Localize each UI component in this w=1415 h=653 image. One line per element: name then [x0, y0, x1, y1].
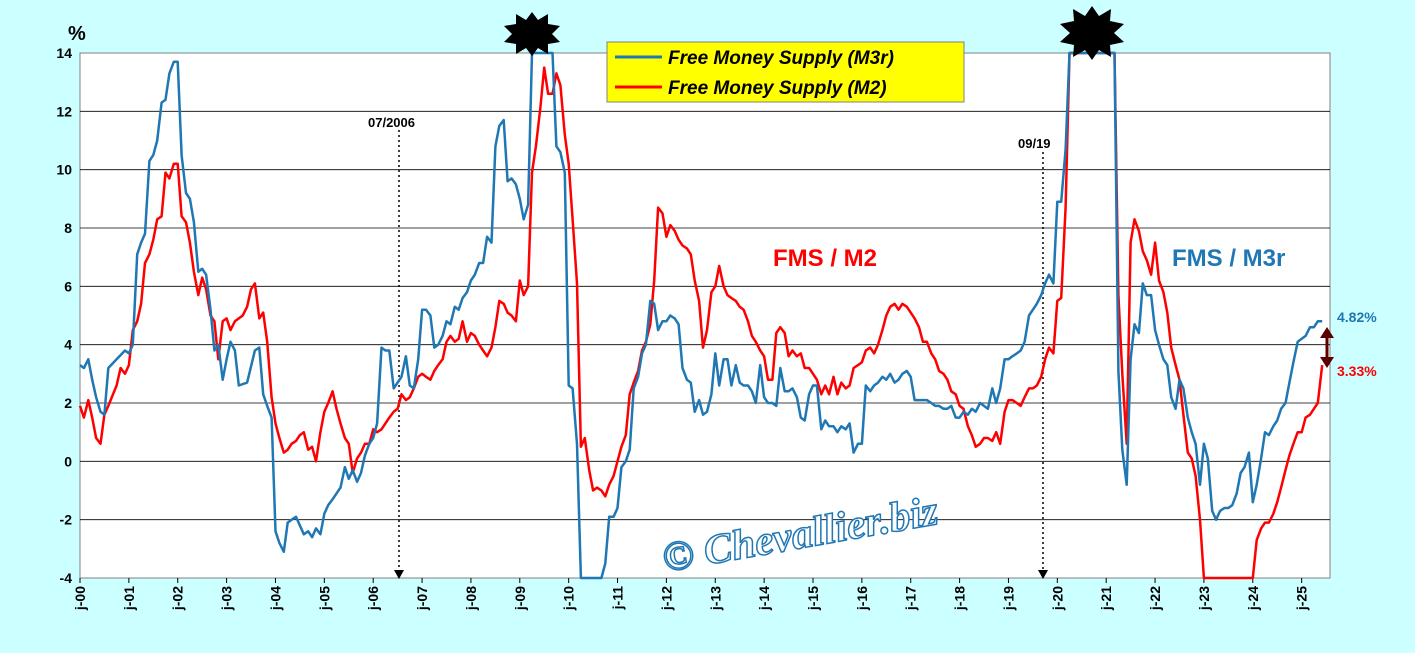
x-tick-label: j-09: [512, 586, 528, 611]
x-tick-label: j-19: [1000, 586, 1016, 611]
legend-label-m3r: Free Money Supply (M3r): [668, 48, 894, 69]
marker-2006-label: 07/2006: [368, 115, 415, 130]
series-label-m2: FMS / M2: [773, 245, 877, 272]
y-tick-label: 14: [56, 45, 72, 61]
explosion-2009-icon: [504, 12, 560, 56]
gap-arrow-down: [1320, 357, 1334, 368]
x-tick-label: j-21: [1098, 586, 1114, 611]
x-tick-label: j-05: [316, 586, 332, 611]
series-line-m3r: [79, 51, 1323, 580]
marker-2019-label: 09/19: [1018, 136, 1051, 151]
legend: Free Money Supply (M3r) Free Money Suppl…: [606, 41, 965, 103]
y-tick-label: -4: [60, 570, 73, 586]
x-tick-label: j-25: [1294, 586, 1310, 611]
x-tick-label: j-20: [1049, 586, 1065, 611]
x-tick-label: j-17: [903, 586, 919, 611]
x-tick-label: j-14: [756, 586, 772, 611]
y-tick-label: 8: [64, 220, 72, 236]
x-tick-label: j-12: [658, 586, 674, 611]
explosion-2020-icon: [1060, 6, 1124, 60]
gap-arrow-up: [1320, 327, 1334, 338]
x-tick-label: j-23: [1196, 586, 1212, 611]
x-tick-label: j-07: [414, 586, 430, 611]
marker-2019-arrow: [1038, 570, 1048, 579]
x-tick-label: j-03: [219, 586, 235, 611]
legend-label-m2: Free Money Supply (M2): [668, 78, 887, 99]
x-tick-label: j-24: [1245, 586, 1261, 611]
y-axis-ticks: -4 -2 0 2 4 6 8 10 12 14: [56, 45, 72, 586]
last-value-m3r: 4.82%: [1337, 309, 1377, 325]
gridlines: [80, 110, 1330, 521]
x-tick-label: j-02: [170, 586, 186, 611]
x-axis-ticks: j-00 j-01 j-02 j-03 j-04 j-05 j-06 j-07 j-08 j-09…: [72, 578, 1310, 611]
x-tick-label: j-06: [365, 586, 381, 611]
x-tick-label: j-22: [1147, 586, 1163, 611]
x-tick-label: j-16: [854, 586, 870, 611]
y-tick-label: 10: [56, 162, 72, 178]
x-tick-label: j-13: [707, 586, 723, 611]
x-tick-label: j-11: [610, 586, 626, 611]
legend-box: [606, 41, 965, 103]
x-tick-label: j-01: [121, 586, 137, 611]
x-tick-label: j-08: [463, 586, 479, 611]
x-tick-label: j-18: [952, 586, 968, 611]
series-line-m2: [78, 51, 1324, 580]
y-tick-label: -2: [60, 512, 73, 528]
y-tick-label: 4: [64, 337, 72, 353]
x-tick-label: j-15: [805, 586, 821, 611]
x-tick-label: j-00: [72, 586, 88, 611]
plot-area: [79, 52, 1331, 579]
last-value-m2: 3.33%: [1337, 363, 1377, 379]
x-tick-label: j-10: [561, 586, 577, 611]
y-tick-label: 6: [64, 278, 72, 294]
y-tick-label: 12: [56, 103, 72, 119]
x-tick-label: j-04: [267, 586, 283, 611]
y-tick-label: 0: [64, 453, 72, 469]
y-axis-unit: %: [68, 23, 86, 45]
series-label-m3r: FMS / M3r: [1172, 245, 1285, 272]
marker-2006-arrow: [394, 570, 404, 579]
y-tick-label: 2: [64, 395, 72, 411]
